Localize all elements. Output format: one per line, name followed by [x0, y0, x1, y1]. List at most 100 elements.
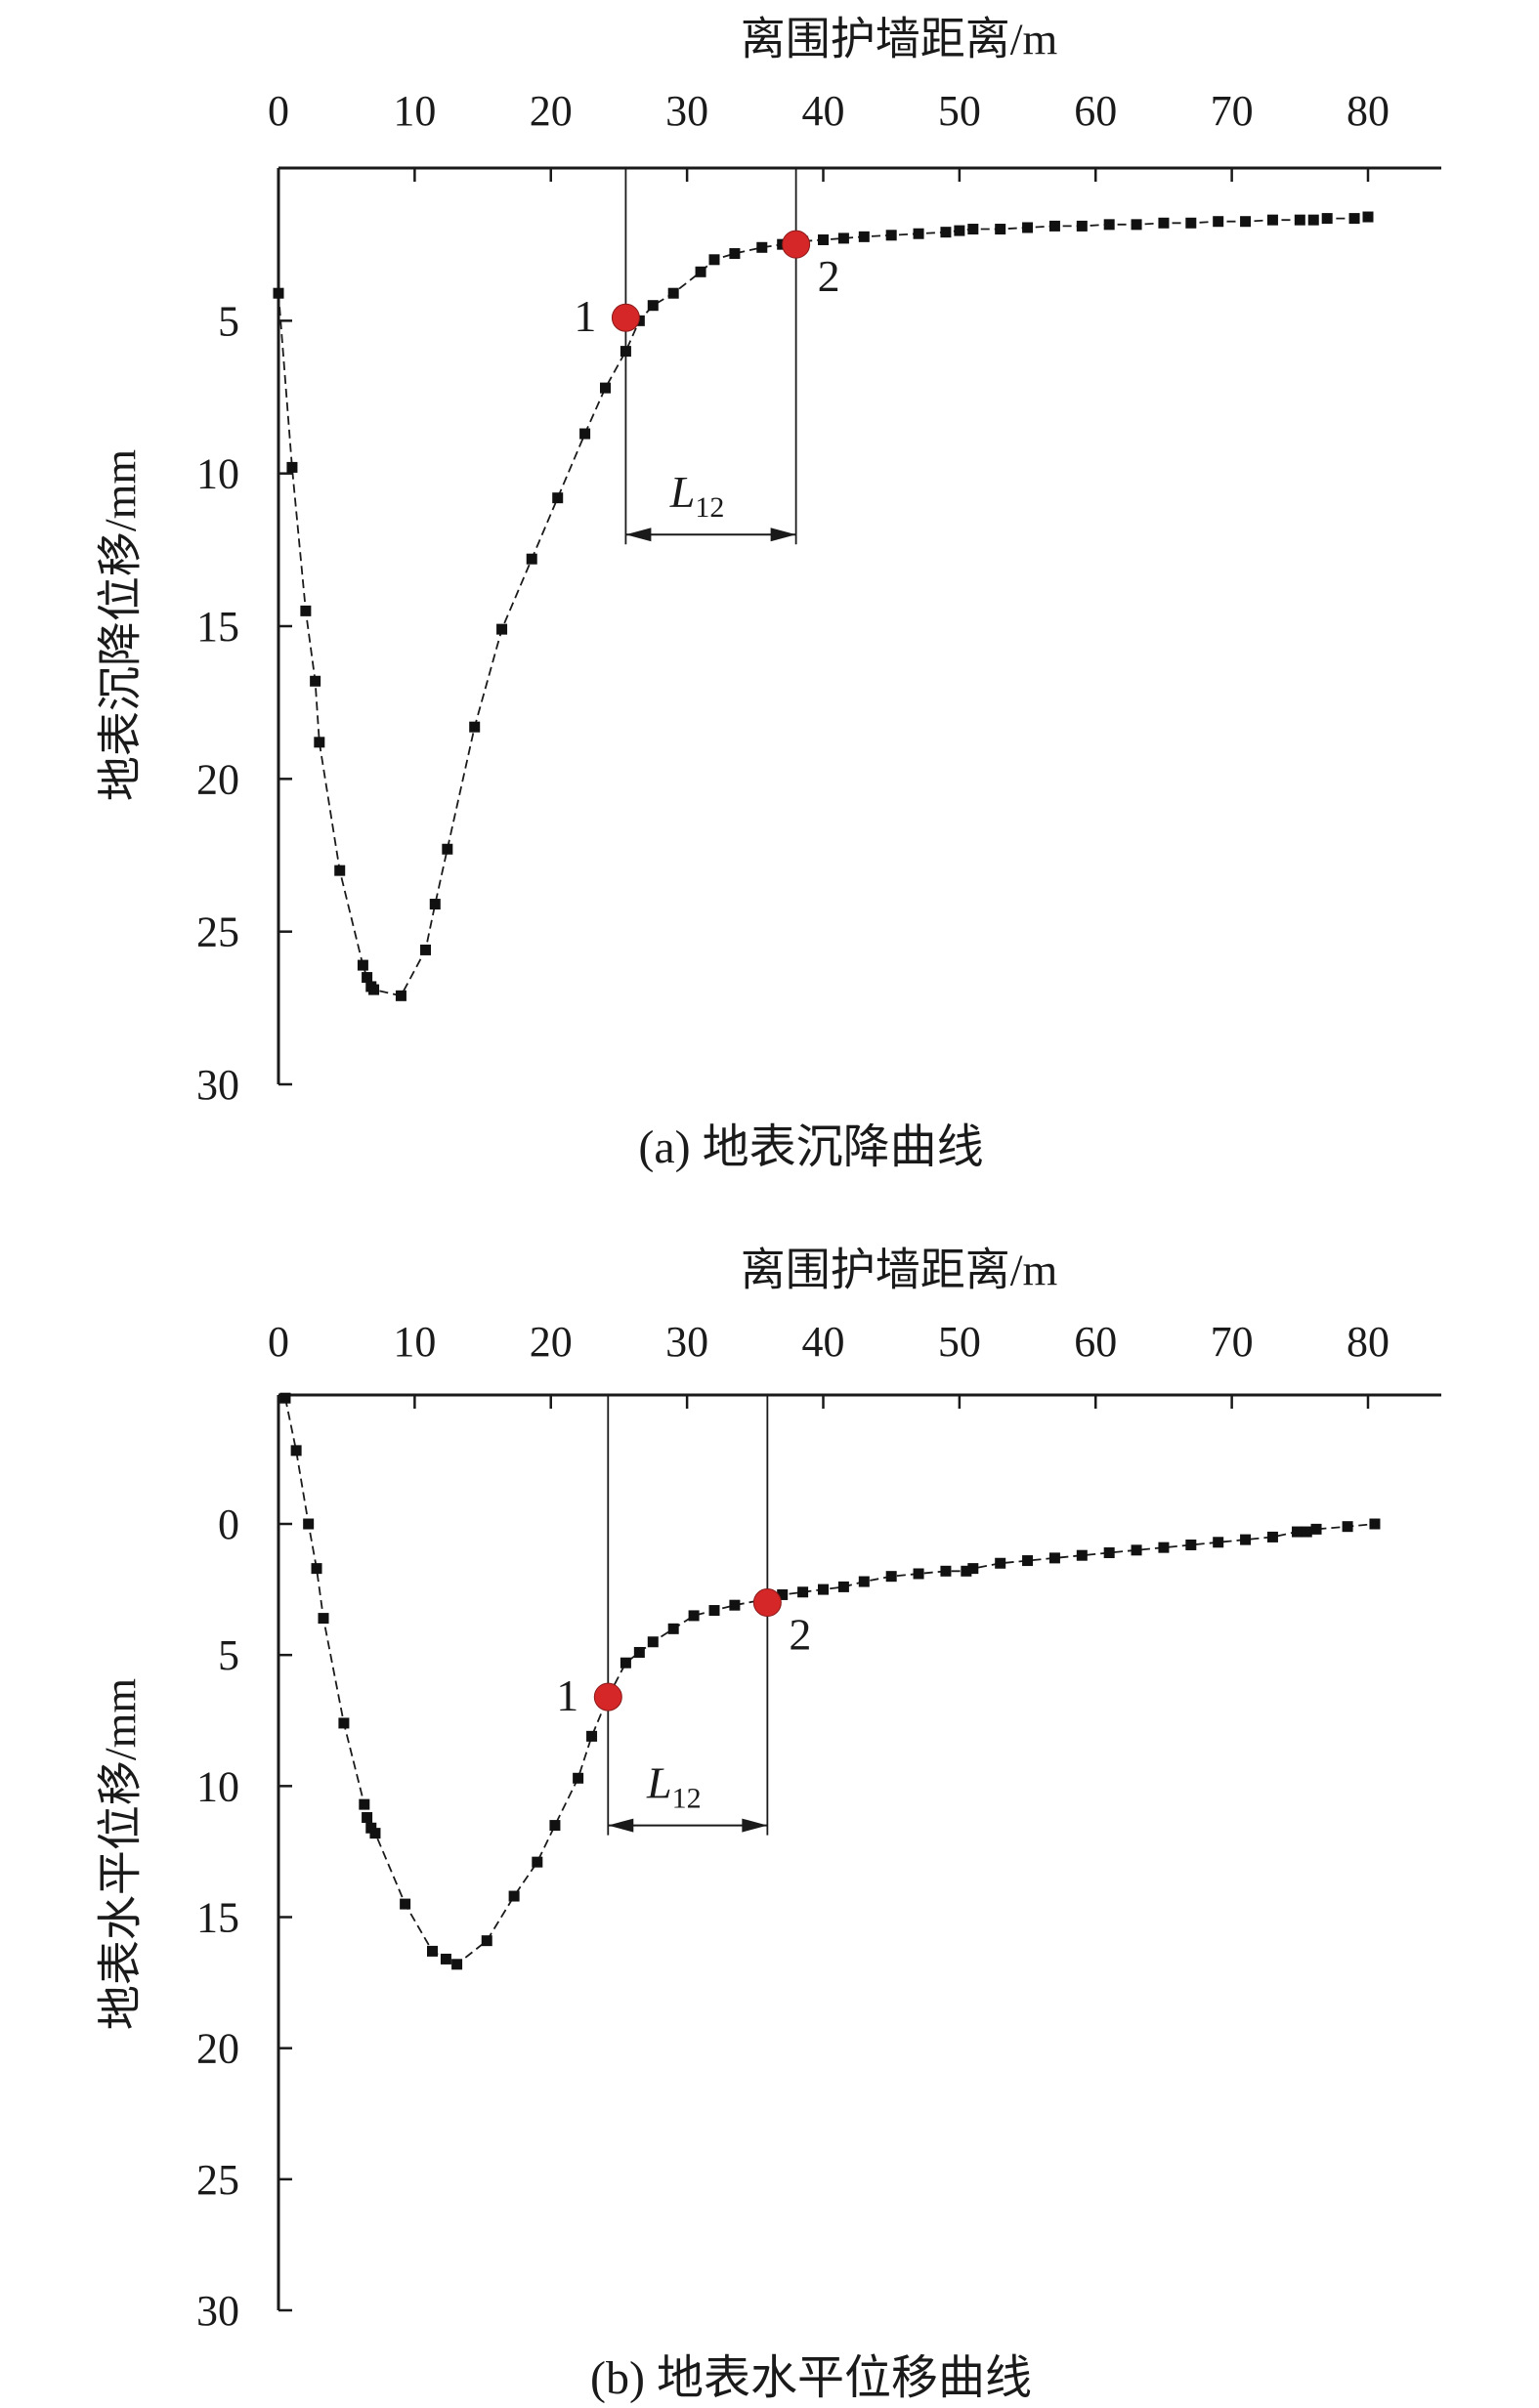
- data-point: [961, 1565, 972, 1577]
- data-point: [338, 1717, 350, 1729]
- data-point: [362, 972, 373, 984]
- data-point: [1131, 219, 1142, 231]
- data-point: [913, 228, 924, 239]
- marker-point-2: [782, 230, 811, 259]
- y-tick-label: 10: [196, 450, 239, 498]
- data-point: [1307, 214, 1319, 226]
- data-point: [369, 1828, 381, 1839]
- data-point: [400, 1898, 411, 1910]
- data-point: [334, 865, 346, 876]
- x-tick-label: 80: [1347, 87, 1389, 135]
- y-axis-title: 地表水平位移/mm: [96, 1678, 146, 2031]
- dimension-arrow-right: [770, 528, 796, 542]
- data-point: [1048, 220, 1060, 232]
- y-tick-label: 30: [196, 1061, 239, 1109]
- y-tick-label: 20: [196, 755, 239, 803]
- data-point: [1185, 1539, 1197, 1550]
- data-point: [481, 1935, 492, 1947]
- data-point: [1131, 1544, 1142, 1556]
- data-point: [429, 899, 441, 910]
- dimension-arrow-left: [625, 528, 652, 542]
- data-point: [858, 1576, 870, 1587]
- x-tick-label: 20: [530, 87, 573, 135]
- x-tick-label: 60: [1074, 87, 1117, 135]
- data-point: [967, 224, 979, 235]
- x-tick-label: 80: [1347, 1318, 1389, 1366]
- data-point: [1348, 213, 1360, 225]
- x-tick-label: 0: [268, 87, 289, 135]
- data-point: [395, 990, 406, 1001]
- data-point: [858, 231, 870, 242]
- data-point: [451, 1959, 463, 1970]
- marker-point-2: [752, 1588, 782, 1617]
- data-point: [695, 266, 706, 277]
- data-point: [426, 1945, 438, 1957]
- data-point: [729, 248, 741, 260]
- x-tick-label: 10: [393, 87, 436, 135]
- data-point: [967, 1563, 979, 1575]
- data-point: [1321, 213, 1333, 225]
- chart-panel-a: 离围护墙距离/m 0 10 20 30 40 50 60 70 80 5 10 15 20 25 30 地表沉降…: [96, 15, 1441, 1173]
- data-point: [318, 1613, 329, 1625]
- data-point: [579, 428, 591, 440]
- figure-caption: (a) 地表沉降曲线: [638, 1121, 983, 1173]
- data-point: [362, 1812, 373, 1824]
- data-point: [1266, 214, 1278, 226]
- x-tick-label: 30: [665, 87, 708, 135]
- y-tick-label: 5: [218, 297, 239, 345]
- data-point: [310, 675, 321, 687]
- y-tick-label: 15: [196, 1894, 239, 1942]
- dimension-label: L12: [669, 467, 725, 524]
- data-point: [1240, 216, 1252, 228]
- data-point: [1185, 217, 1197, 229]
- figure-caption: (b) 地表水平位移曲线: [590, 2352, 1032, 2404]
- data-point: [913, 1568, 924, 1580]
- data-point: [620, 346, 631, 358]
- marker-label-2: 2: [818, 251, 840, 301]
- marker-point-1: [593, 1682, 622, 1711]
- data-point: [837, 232, 849, 244]
- dimension-label: L12: [646, 1758, 702, 1815]
- data-point: [300, 605, 312, 616]
- y-tick-label: 10: [196, 1762, 239, 1810]
- data-point: [1310, 1523, 1322, 1535]
- data-point: [995, 224, 1006, 235]
- y-tick-label: 30: [196, 2287, 239, 2335]
- y-tick-label: 0: [218, 1500, 239, 1548]
- data-point: [818, 1584, 829, 1595]
- data-point: [586, 1730, 598, 1742]
- data-point: [1103, 1547, 1115, 1559]
- data-point: [729, 1599, 741, 1611]
- data-point: [797, 1586, 809, 1598]
- marker-label-1: 1: [556, 1670, 578, 1720]
- y-tick-label: 15: [196, 603, 239, 651]
- x-tick-label: 40: [802, 87, 845, 135]
- data-point: [442, 843, 453, 855]
- data-point: [532, 1856, 543, 1868]
- data-point: [940, 1565, 952, 1577]
- data-point: [1076, 220, 1088, 232]
- data-point: [1076, 1549, 1088, 1561]
- data-point: [1048, 1552, 1060, 1564]
- data-point: [1292, 1526, 1304, 1538]
- data-point: [552, 492, 564, 504]
- y-tick-label: 25: [196, 908, 239, 956]
- data-point: [885, 1571, 897, 1583]
- y-tick-label: 25: [196, 2156, 239, 2204]
- x-tick-label: 0: [268, 1318, 289, 1366]
- x-tick-label: 60: [1074, 1318, 1117, 1366]
- data-point: [368, 984, 380, 995]
- data-point: [708, 254, 720, 266]
- data-point: [633, 1646, 645, 1658]
- data-point: [1158, 217, 1170, 229]
- data-point: [647, 1636, 659, 1648]
- data-point: [995, 1557, 1006, 1569]
- x-axis-title: 离围护墙距离/m: [741, 15, 1058, 64]
- chart-panel-b: 离围护墙距离/m 0 10 20 30 40 50 60 70 80 0 5 10 15 20 25 30 地表水…: [96, 1246, 1441, 2404]
- data-point: [359, 1798, 370, 1810]
- data-point: [1213, 1537, 1224, 1548]
- data-point: [526, 553, 537, 565]
- data-point: [286, 461, 298, 473]
- data-point: [279, 1392, 291, 1404]
- data-point: [885, 230, 897, 241]
